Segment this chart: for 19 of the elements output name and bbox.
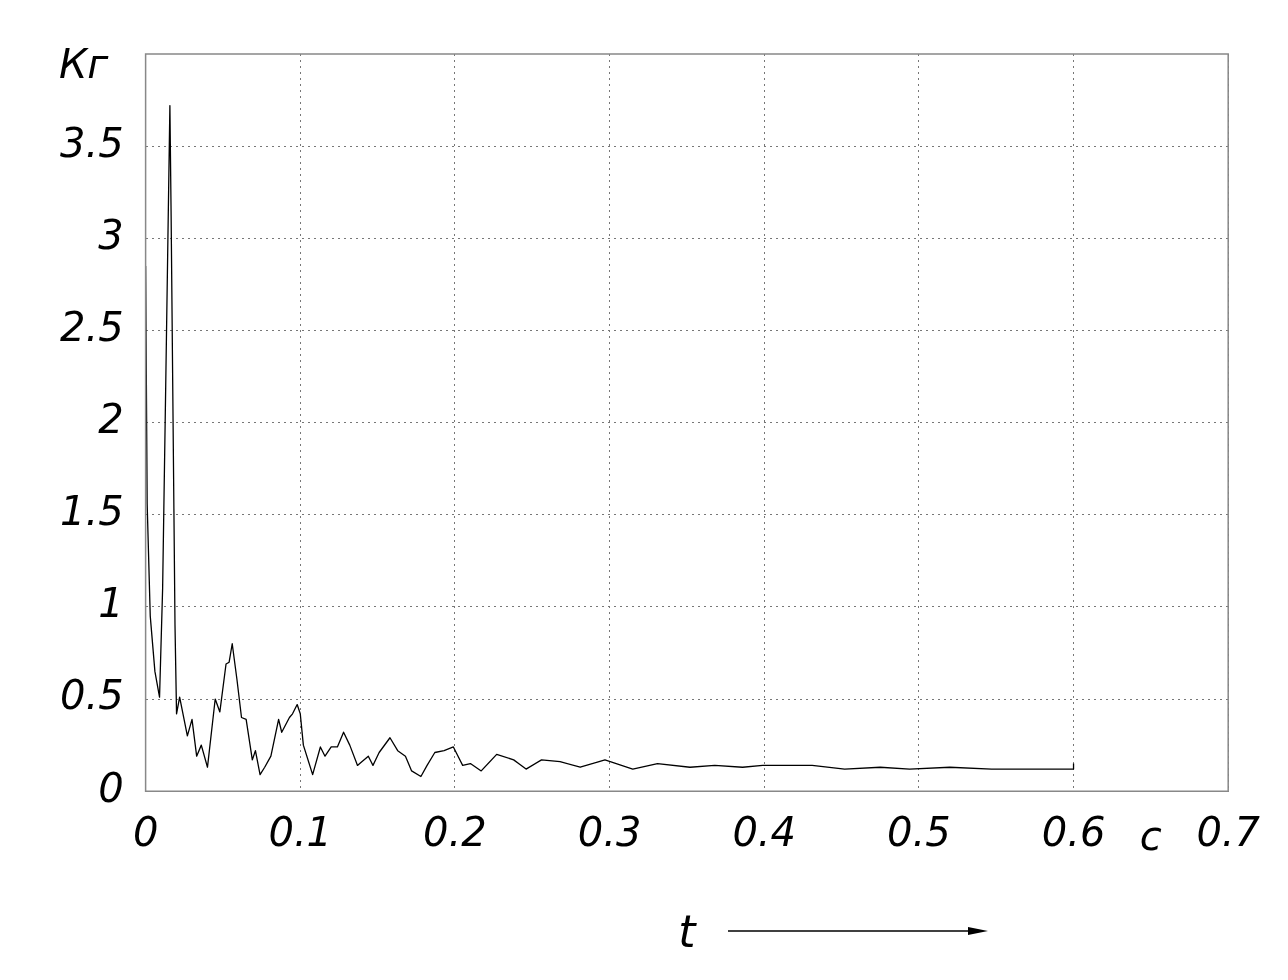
y-tick-label: 1.5 [59, 488, 124, 535]
x-tick-label: 0.4 [732, 808, 797, 855]
y-tick-label: 1 [98, 580, 124, 627]
text: с [1139, 812, 1162, 859]
x-tick-label: 0.2 [423, 808, 487, 855]
x-tick-label: 0.7 [1196, 808, 1261, 855]
x-axis-title: t [678, 906, 698, 958]
x-tick-label: 0.1 [268, 808, 333, 855]
y-tick-label: 3.5 [59, 119, 124, 166]
x-tick-label: 0.3 [577, 808, 642, 855]
y-tick-label: 0.5 [59, 672, 124, 719]
y-axis-title: Кг [58, 41, 110, 88]
x-tick-label: 0.6 [1041, 808, 1106, 855]
x-tick-label: 0 [132, 808, 159, 855]
x-tick-label: 0.5 [887, 808, 951, 855]
y-tick-label: 0 [98, 764, 124, 811]
y-tick-label: 3 [98, 211, 124, 258]
y-tick-label: 2.5 [59, 303, 124, 350]
y-tick-label: 2 [98, 395, 124, 442]
